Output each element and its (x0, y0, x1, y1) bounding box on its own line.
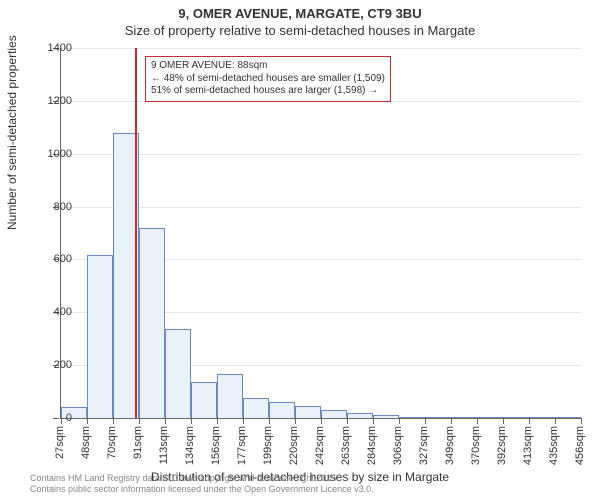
x-tick (191, 418, 192, 424)
x-tick-label: 70sqm (106, 426, 118, 459)
x-tick (529, 418, 530, 424)
x-tick-label: 349sqm (444, 426, 456, 465)
x-tick (269, 418, 270, 424)
histogram-bar (243, 398, 269, 418)
x-tick-label: 220sqm (288, 426, 300, 465)
x-tick (321, 418, 322, 424)
x-tick-label: 199sqm (262, 426, 274, 465)
x-tick (373, 418, 374, 424)
x-tick (295, 418, 296, 424)
x-tick (477, 418, 478, 424)
y-tick-label: 1200 (48, 95, 72, 107)
y-tick-label: 0 (66, 412, 72, 424)
x-tick (425, 418, 426, 424)
histogram-bar (191, 382, 217, 418)
gridline (61, 207, 581, 208)
x-tick (399, 418, 400, 424)
x-tick-label: 392sqm (496, 426, 508, 465)
x-tick-label: 370sqm (470, 426, 482, 465)
histogram-bar (217, 374, 243, 418)
chart-subtitle: Size of property relative to semi-detach… (0, 21, 600, 38)
x-tick-label: 327sqm (418, 426, 430, 465)
x-tick (87, 418, 88, 424)
histogram-bar (555, 417, 581, 418)
histogram-bar (347, 413, 373, 418)
annotation-line: 9 OMER AVENUE: 88sqm (151, 60, 385, 73)
x-tick-label: 134sqm (184, 426, 196, 465)
histogram-bar (269, 402, 295, 418)
annotation-line: 51% of semi-detached houses are larger (… (151, 85, 385, 98)
y-axis-title: Number of semi-detached properties (5, 35, 19, 230)
y-tick-label: 200 (54, 359, 72, 371)
y-tick-label: 400 (54, 306, 72, 318)
x-tick-label: 284sqm (366, 426, 378, 465)
histogram-bar (165, 329, 191, 418)
histogram-bar (399, 417, 425, 418)
x-tick-label: 48sqm (80, 426, 92, 459)
plot-area: 9 OMER AVENUE: 88sqm← 48% of semi-detach… (60, 48, 581, 419)
x-tick (451, 418, 452, 424)
chart-title: 9, OMER AVENUE, MARGATE, CT9 3BU (0, 0, 600, 21)
x-tick-label: 263sqm (340, 426, 352, 465)
x-tick (139, 418, 140, 424)
gridline (61, 48, 581, 49)
attribution-line-2: Contains public sector information licen… (30, 484, 374, 496)
attribution: Contains HM Land Registry data © Crown c… (30, 473, 374, 496)
x-tick (555, 418, 556, 424)
x-tick-label: 91sqm (132, 426, 144, 459)
gridline (61, 154, 581, 155)
x-tick-label: 113sqm (158, 426, 170, 464)
histogram-bar (295, 406, 321, 418)
attribution-line-1: Contains HM Land Registry data © Crown c… (30, 473, 374, 485)
chart-container: 9, OMER AVENUE, MARGATE, CT9 3BU Size of… (0, 0, 600, 500)
annotation-line: ← 48% of semi-detached houses are smalle… (151, 73, 385, 86)
histogram-bar (425, 417, 451, 418)
y-tick-label: 1000 (48, 148, 72, 160)
x-tick (503, 418, 504, 424)
x-tick (243, 418, 244, 424)
histogram-bar (477, 417, 503, 418)
x-tick-label: 435sqm (548, 426, 560, 465)
histogram-bar (451, 417, 477, 418)
reference-line (135, 48, 137, 418)
x-tick (61, 418, 62, 424)
y-tick (53, 418, 59, 419)
x-tick (165, 418, 166, 424)
x-tick-label: 306sqm (392, 426, 404, 465)
y-tick-label: 800 (54, 201, 72, 213)
y-tick-label: 1400 (48, 42, 72, 54)
x-tick-label: 413sqm (522, 426, 534, 465)
x-tick (581, 418, 582, 424)
x-tick-label: 27sqm (54, 426, 66, 459)
x-tick (217, 418, 218, 424)
x-tick-label: 242sqm (314, 426, 326, 465)
histogram-bar (373, 415, 399, 418)
histogram-bar (321, 410, 347, 418)
histogram-bar (87, 255, 113, 418)
x-tick-label: 156sqm (210, 426, 222, 465)
histogram-bar (139, 228, 165, 418)
x-tick-label: 177sqm (236, 426, 248, 465)
x-tick (113, 418, 114, 424)
histogram-bar (529, 417, 555, 418)
x-tick-label: 456sqm (574, 426, 586, 465)
y-tick-label: 600 (54, 253, 72, 265)
histogram-bar (503, 417, 529, 418)
annotation-box: 9 OMER AVENUE: 88sqm← 48% of semi-detach… (145, 56, 391, 102)
x-tick (347, 418, 348, 424)
